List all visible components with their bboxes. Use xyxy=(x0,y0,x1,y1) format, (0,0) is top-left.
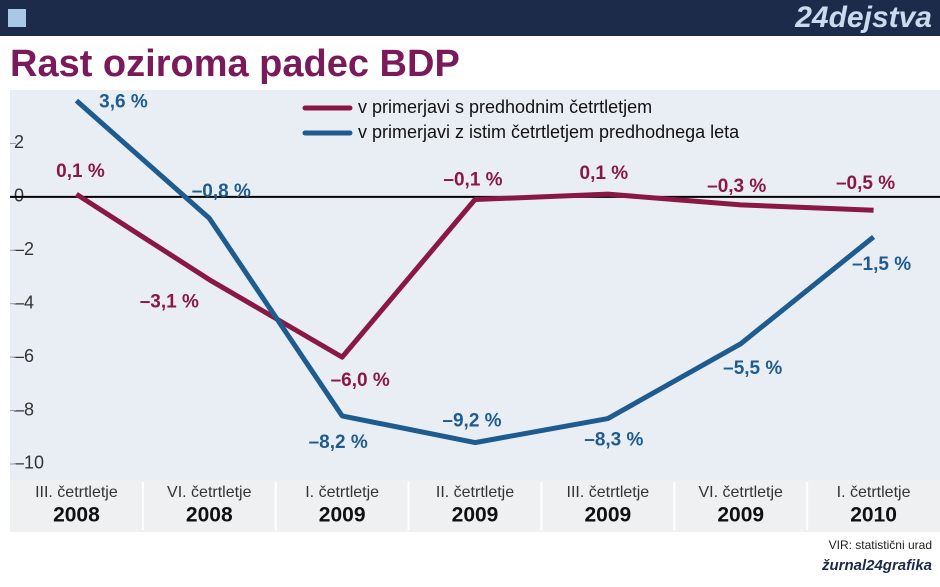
category-area xyxy=(10,480,940,532)
x-tick-year: 2008 xyxy=(186,504,233,527)
x-tick-label: VI. četrtletje xyxy=(698,484,783,501)
data-label: –1,5 % xyxy=(852,254,911,275)
chart-title: Rast oziroma padec BDP xyxy=(10,43,460,85)
data-label: 3,6 % xyxy=(99,92,148,113)
y-tick-label: 0 xyxy=(14,186,24,206)
y-tick-label: –4 xyxy=(14,292,34,312)
credit: žurnal24grafika xyxy=(821,557,932,574)
x-tick-label: III. četrtletje xyxy=(35,484,118,501)
data-label: –9,2 % xyxy=(442,411,501,432)
legend-label: v primerjavi z istim četrtletjem predhod… xyxy=(358,122,740,142)
x-tick-label: III. četrtletje xyxy=(567,484,650,501)
y-tick-label: –2 xyxy=(14,239,34,259)
x-tick-year: 2008 xyxy=(53,504,100,527)
data-label: –3,1 % xyxy=(140,292,199,313)
y-tick-label: –10 xyxy=(14,453,44,473)
source: VIR: statistični urad xyxy=(829,538,932,552)
series-line xyxy=(74,98,876,446)
x-tick-label: II. četrtletje xyxy=(436,484,514,501)
header-bar xyxy=(0,0,940,36)
x-tick-year: 2010 xyxy=(850,504,897,527)
data-label: –0,1 % xyxy=(443,170,502,191)
data-label: –8,2 % xyxy=(309,432,368,453)
x-tick-label: I. četrtletje xyxy=(837,484,911,501)
x-tick-year: 2009 xyxy=(452,504,499,527)
x-tick-year: 2009 xyxy=(319,504,366,527)
y-tick-label: 2 xyxy=(14,132,24,152)
header-icon xyxy=(8,9,26,27)
plot-area xyxy=(10,90,940,480)
logo: 24dejstva xyxy=(794,1,932,34)
x-tick-year: 2009 xyxy=(717,504,764,527)
data-label: –0,3 % xyxy=(707,176,766,197)
y-tick-label: –6 xyxy=(14,346,34,366)
legend-label: v primerjavi s predhodnim četrtletjem xyxy=(358,97,652,117)
y-tick-label: –8 xyxy=(14,399,34,419)
x-tick-label: I. četrtletje xyxy=(305,484,379,501)
data-label: –0,5 % xyxy=(836,173,895,194)
data-label: –0,8 % xyxy=(192,181,251,202)
data-label: –8,3 % xyxy=(584,430,643,451)
data-label: –6,0 % xyxy=(331,370,390,391)
series-line xyxy=(75,191,874,360)
data-label: 0,1 % xyxy=(56,161,105,182)
data-label: –5,5 % xyxy=(723,358,782,379)
x-tick-label: VI. četrtletje xyxy=(167,484,252,501)
data-label: 0,1 % xyxy=(580,163,629,184)
x-tick-year: 2009 xyxy=(584,504,631,527)
